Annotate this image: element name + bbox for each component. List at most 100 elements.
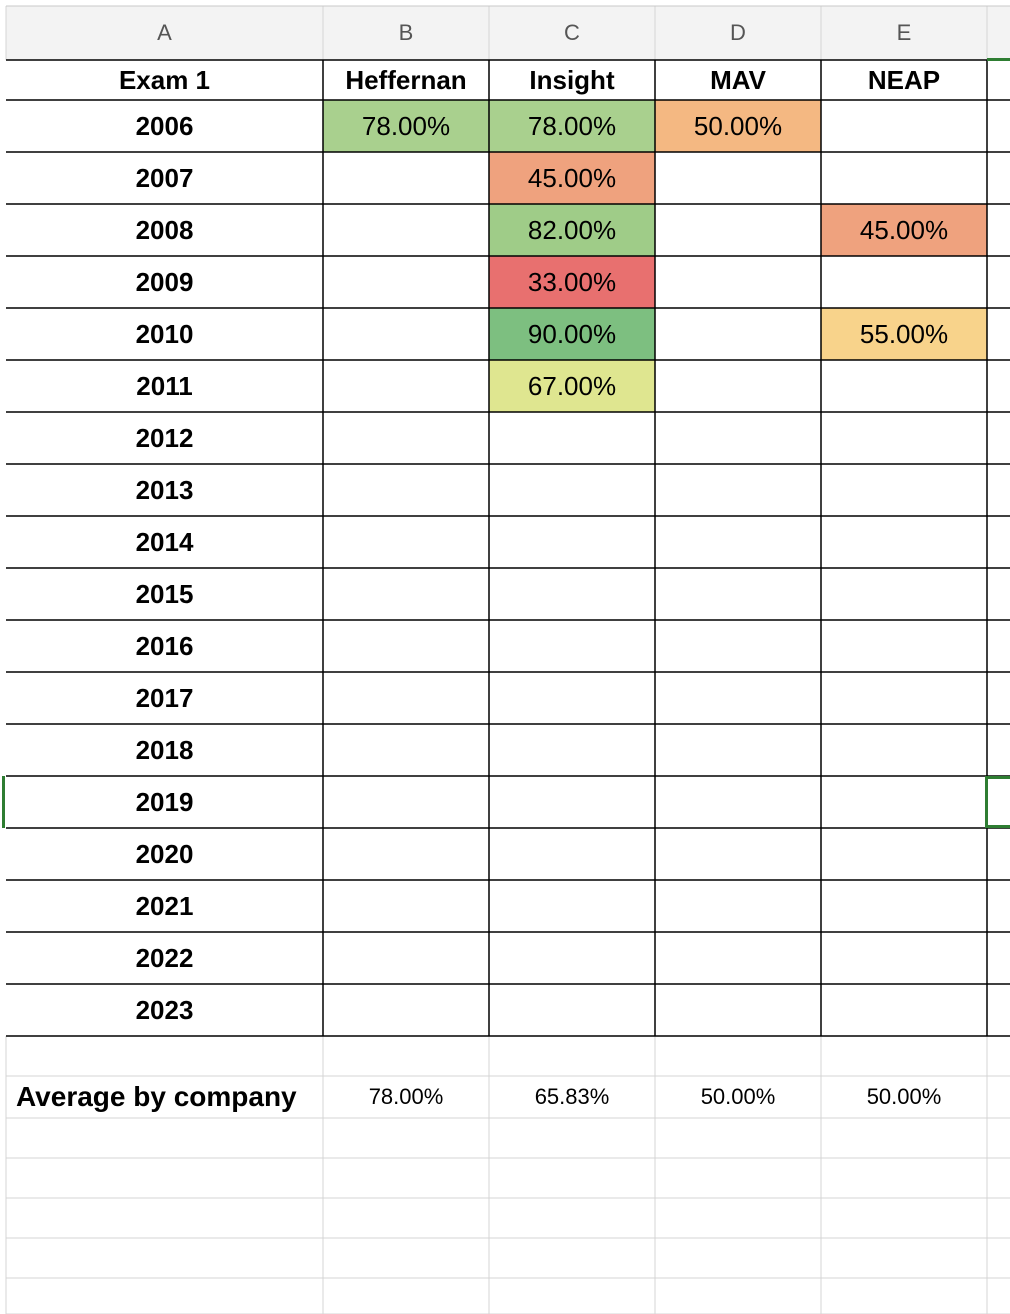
year-cell[interactable]: 2023: [135, 994, 194, 1025]
score-cell[interactable]: [655, 464, 821, 516]
score-cell[interactable]: [489, 776, 655, 828]
score-cell[interactable]: [655, 204, 821, 256]
score-cell[interactable]: [655, 308, 821, 360]
score-cell[interactable]: [323, 568, 489, 620]
score-cell[interactable]: [655, 360, 821, 412]
year-cell[interactable]: 2017: [135, 682, 194, 713]
score-cell[interactable]: [655, 620, 821, 672]
year-cell[interactable]: 2015: [135, 578, 194, 609]
company-header-insight[interactable]: Insight: [529, 64, 615, 95]
score-cell[interactable]: [821, 932, 987, 984]
year-cell[interactable]: 2022: [135, 942, 194, 973]
score-cell[interactable]: [655, 152, 821, 204]
score-cell[interactable]: [489, 984, 655, 1036]
score-cell[interactable]: [489, 412, 655, 464]
score-cell[interactable]: 45.00%: [527, 162, 617, 193]
score-cell[interactable]: [323, 256, 489, 308]
score-cell[interactable]: [821, 100, 987, 152]
year-cell[interactable]: 2021: [135, 890, 194, 921]
score-cell[interactable]: 67.00%: [527, 370, 617, 401]
score-cell[interactable]: 45.00%: [859, 214, 949, 245]
score-cell[interactable]: [489, 464, 655, 516]
score-cell[interactable]: [323, 412, 489, 464]
score-cell[interactable]: [323, 464, 489, 516]
score-cell[interactable]: [655, 516, 821, 568]
column-header-d[interactable]: D: [730, 20, 746, 45]
score-cell[interactable]: [821, 360, 987, 412]
score-cell[interactable]: [655, 256, 821, 308]
score-cell[interactable]: [323, 828, 489, 880]
score-cell[interactable]: [821, 984, 987, 1036]
score-cell[interactable]: [489, 880, 655, 932]
score-cell[interactable]: [489, 672, 655, 724]
score-cell[interactable]: [323, 724, 489, 776]
column-header-b[interactable]: B: [398, 20, 414, 45]
score-cell[interactable]: [489, 828, 655, 880]
year-cell[interactable]: 2010: [135, 318, 194, 349]
score-cell[interactable]: [821, 412, 987, 464]
score-cell[interactable]: 33.00%: [527, 266, 617, 297]
year-cell[interactable]: 2007: [135, 162, 194, 193]
exam-label-cell[interactable]: Exam 1: [118, 64, 211, 95]
score-cell[interactable]: [655, 412, 821, 464]
column-header-e[interactable]: E: [896, 20, 912, 45]
score-cell[interactable]: [323, 152, 489, 204]
company-header-neap[interactable]: NEAP: [867, 64, 941, 95]
score-cell[interactable]: [655, 568, 821, 620]
score-cell[interactable]: [489, 568, 655, 620]
year-cell[interactable]: 2006: [135, 110, 194, 141]
score-cell[interactable]: [821, 620, 987, 672]
score-cell[interactable]: [821, 724, 987, 776]
score-cell[interactable]: [655, 672, 821, 724]
score-cell[interactable]: [323, 308, 489, 360]
score-cell[interactable]: [323, 360, 489, 412]
score-cell[interactable]: [489, 724, 655, 776]
average-cell[interactable]: 50.00%: [700, 1084, 776, 1109]
average-cell[interactable]: 50.00%: [866, 1084, 942, 1109]
score-cell[interactable]: [655, 932, 821, 984]
year-cell[interactable]: 2009: [135, 266, 194, 297]
year-cell[interactable]: 2016: [135, 630, 194, 661]
score-cell[interactable]: [821, 672, 987, 724]
score-cell[interactable]: [323, 672, 489, 724]
score-cell[interactable]: [323, 776, 489, 828]
score-cell[interactable]: [821, 256, 987, 308]
score-cell[interactable]: 90.00%: [527, 318, 617, 349]
score-cell[interactable]: [821, 152, 987, 204]
year-cell[interactable]: 2013: [135, 474, 194, 505]
score-cell[interactable]: [821, 880, 987, 932]
score-cell[interactable]: [323, 880, 489, 932]
average-label-cell[interactable]: Average by company: [16, 1081, 297, 1112]
score-cell[interactable]: [323, 932, 489, 984]
score-cell[interactable]: [323, 516, 489, 568]
score-cell[interactable]: 78.00%: [361, 110, 451, 141]
score-cell[interactable]: [821, 516, 987, 568]
score-cell[interactable]: [655, 984, 821, 1036]
score-cell[interactable]: [323, 984, 489, 1036]
year-cell[interactable]: 2008: [135, 214, 194, 245]
score-cell[interactable]: 50.00%: [693, 110, 783, 141]
score-cell[interactable]: [655, 776, 821, 828]
year-cell[interactable]: 2012: [135, 422, 194, 453]
score-cell[interactable]: [821, 568, 987, 620]
average-cell[interactable]: 78.00%: [368, 1084, 444, 1109]
year-cell[interactable]: 2014: [135, 526, 194, 557]
column-header-a[interactable]: A: [157, 20, 172, 45]
year-cell[interactable]: 2018: [135, 734, 194, 765]
score-cell[interactable]: 55.00%: [859, 318, 949, 349]
score-cell[interactable]: [821, 828, 987, 880]
score-cell[interactable]: [323, 204, 489, 256]
year-cell[interactable]: 2020: [135, 838, 194, 869]
score-cell[interactable]: [821, 776, 987, 828]
year-cell[interactable]: 2011: [136, 370, 193, 401]
score-cell[interactable]: [655, 724, 821, 776]
score-cell[interactable]: [489, 620, 655, 672]
column-header-c[interactable]: C: [564, 20, 580, 45]
company-header-heffernan[interactable]: Heffernan: [345, 64, 467, 95]
score-cell[interactable]: 78.00%: [527, 110, 617, 141]
score-cell[interactable]: 82.00%: [527, 214, 617, 245]
score-cell[interactable]: [655, 880, 821, 932]
score-cell[interactable]: [489, 516, 655, 568]
year-cell[interactable]: 2019: [135, 786, 194, 817]
score-cell[interactable]: [821, 464, 987, 516]
